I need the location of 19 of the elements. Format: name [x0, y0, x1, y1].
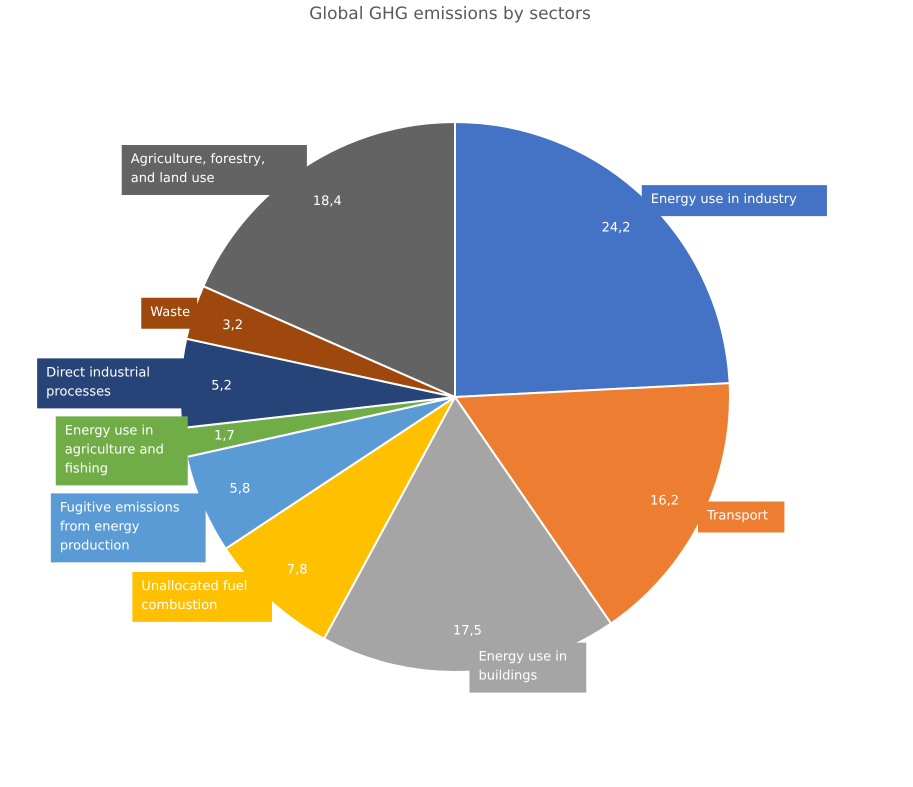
data-label: 5,2 [211, 378, 232, 394]
data-label: 3,2 [222, 318, 244, 333]
slice-label: Energy use in buildings [478, 650, 568, 684]
slice-label: Unallocated fuel combustion [141, 578, 248, 613]
slice-label: Direct industrial processes [46, 365, 150, 400]
slice-label: Energy use in agriculture and fishing [64, 423, 164, 476]
slice-label: Waste [150, 304, 190, 320]
data-label: 1,7 [214, 428, 235, 444]
data-label: 5,8 [230, 481, 250, 496]
slice-label: Transport [706, 508, 768, 524]
slice-label: Fugitive emissions from energy production [60, 500, 180, 554]
data-label: 24,2 [602, 220, 631, 236]
slice-label: Energy use in industry [650, 192, 798, 208]
data-label: 7,8 [286, 562, 308, 578]
chart-title: Global GHG emissions by sectors [309, 4, 591, 24]
slice-label: Agriculture, forestry, and land use [130, 152, 266, 186]
data-label: 18,4 [312, 194, 342, 210]
data-label: 17,5 [453, 623, 482, 638]
data-label: 16,2 [650, 493, 680, 508]
